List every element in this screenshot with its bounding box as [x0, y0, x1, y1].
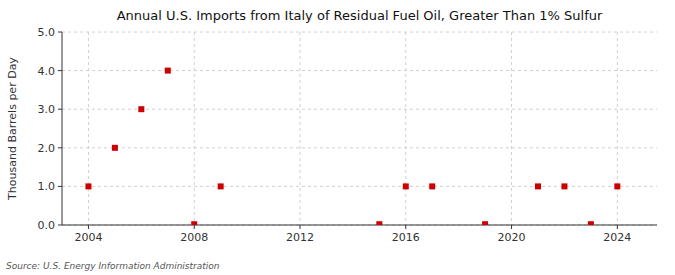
- point: [482, 221, 488, 225]
- x-tick-label: 2016: [392, 231, 420, 244]
- x-axis-line: [62, 225, 657, 226]
- x-tick: [300, 225, 301, 229]
- x-tick: [511, 225, 512, 229]
- x-tick: [405, 225, 406, 229]
- y-tick: [58, 186, 62, 187]
- chart: 2004 2008 2012 2016 2020 2024 0.0 1.0 2.0 3.0 4.0 5…: [0, 0, 675, 275]
- axes: 2004 2008 2012 2016 2020 2024 0.0 1.0 2.0 3.0 4.0 5…: [38, 26, 658, 244]
- y-tick-label: 1.0: [38, 180, 56, 193]
- x-tick: [88, 225, 89, 229]
- point: [112, 145, 118, 151]
- point: [138, 106, 144, 112]
- y-tick: [58, 109, 62, 110]
- point: [191, 221, 197, 225]
- y-grid-line: [62, 225, 657, 226]
- point: [403, 183, 409, 189]
- background: [0, 0, 675, 275]
- x-tick-label: 2024: [603, 231, 631, 244]
- point: [429, 183, 435, 189]
- y-grid-line: [62, 109, 657, 110]
- x-tick-label: 2008: [180, 231, 208, 244]
- y-tick-label: 2.0: [38, 142, 56, 155]
- y-tick-label: 0.0: [38, 219, 56, 232]
- x-grid-line: [300, 32, 301, 225]
- chart-container: 2004 2008 2012 2016 2020 2024 0.0 1.0 2.0 3.0 4.0 5…: [0, 0, 675, 275]
- point: [376, 221, 382, 225]
- source-note: Source: U.S. Energy Information Administ…: [6, 261, 220, 271]
- y-tick-label: 3.0: [38, 103, 56, 116]
- x-grid-line: [88, 32, 89, 225]
- x-tick-label: 2012: [286, 231, 314, 244]
- point: [588, 221, 594, 225]
- point: [218, 183, 224, 189]
- y-tick-label: 5.0: [38, 26, 56, 39]
- x-grid-line: [405, 32, 406, 225]
- point: [535, 183, 541, 189]
- y-grid-line: [62, 32, 657, 33]
- point: [561, 183, 567, 189]
- y-grid-line: [62, 70, 657, 71]
- grid: [62, 32, 657, 225]
- y-tick: [58, 225, 62, 226]
- y-tick-label: 4.0: [38, 65, 56, 78]
- x-tick: [194, 225, 195, 229]
- y-grid-line: [62, 147, 657, 148]
- point: [165, 68, 171, 74]
- x-tick: [617, 225, 618, 229]
- x-tick-label: 2020: [498, 231, 526, 244]
- x-tick-label: 2004: [74, 231, 102, 244]
- title: Annual U.S. Imports from Italy of Residu…: [117, 8, 603, 23]
- y-tick: [58, 70, 62, 71]
- point: [85, 183, 91, 189]
- y-axis-label: Thousand Barrels per Day: [6, 57, 19, 201]
- x-grid-line: [194, 32, 195, 225]
- point: [614, 183, 620, 189]
- x-grid-line: [511, 32, 512, 225]
- y-tick: [58, 147, 62, 148]
- points: [85, 68, 620, 225]
- y-axis-line: [62, 32, 63, 225]
- y-tick: [58, 32, 62, 33]
- y-grid-line: [62, 186, 657, 187]
- x-grid-line: [617, 32, 618, 225]
